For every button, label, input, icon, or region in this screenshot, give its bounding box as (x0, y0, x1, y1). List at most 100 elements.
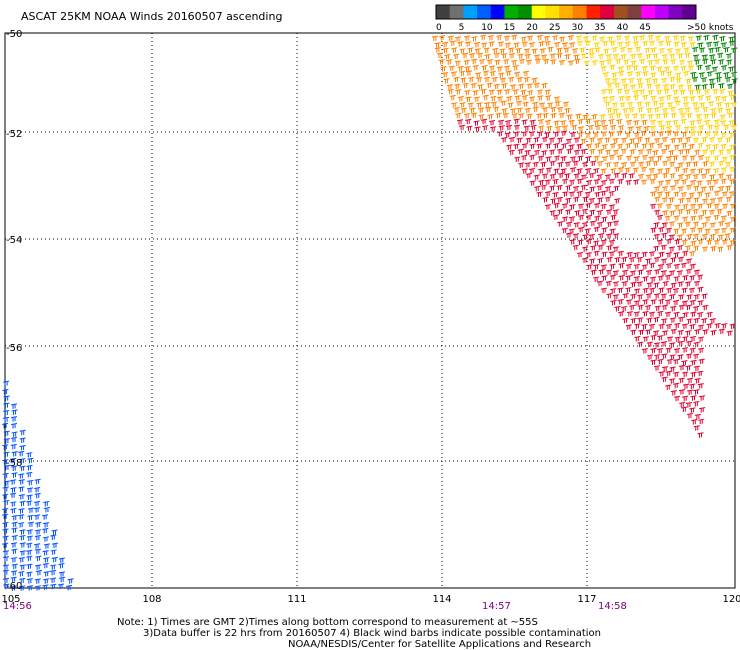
wind-barb (565, 197, 572, 204)
wind-barb (608, 239, 616, 246)
wind-barb (467, 47, 474, 53)
wind-barb (34, 478, 41, 485)
note-line-3: NOAA/NESDIS/Center for Satellite Applica… (288, 639, 591, 650)
wind-barb (653, 106, 660, 113)
legend-tick-label: 10 (481, 23, 493, 33)
wind-barb (2, 486, 9, 492)
wind-barb (648, 323, 656, 330)
wind-barb (489, 70, 496, 77)
wind-barb (713, 119, 720, 125)
wind-barb (673, 191, 680, 197)
wind-barb (694, 84, 701, 90)
wind-barb (552, 178, 559, 185)
wind-barb (18, 570, 25, 577)
wind-barb (534, 149, 541, 156)
wind-barb (713, 228, 721, 234)
wind-barb (511, 113, 519, 119)
wind-barb (599, 114, 606, 120)
wind-barb (677, 222, 684, 228)
wind-barb (709, 83, 716, 89)
wind-barb (553, 143, 560, 149)
wind-barb (2, 550, 10, 556)
wind-barb (687, 389, 694, 396)
wind-barb (564, 107, 571, 114)
wind-barb (693, 294, 700, 300)
legend-swatch (668, 5, 683, 19)
wind-barb (693, 305, 700, 312)
wind-barb (581, 208, 588, 215)
wind-barb (688, 65, 695, 71)
wind-barb (621, 256, 628, 263)
wind-barb (682, 395, 689, 402)
wind-barb (609, 204, 616, 210)
wind-barb (478, 107, 485, 113)
wind-barb (697, 142, 704, 149)
wind-barb (688, 287, 696, 294)
wind-barb (526, 83, 533, 89)
wind-barb (721, 191, 729, 197)
wind-barb (650, 347, 657, 354)
wind-barb (524, 162, 531, 168)
wind-barb (622, 317, 629, 324)
wind-barb (58, 562, 65, 569)
wind-barb (538, 179, 545, 186)
wind-barb (525, 172, 532, 179)
wind-barb (463, 35, 471, 41)
wind-barb (682, 102, 690, 108)
wind-barb (613, 172, 620, 179)
wind-barb (2, 513, 9, 520)
wind-barb (665, 40, 672, 47)
wind-barb (576, 40, 584, 47)
wind-barb (718, 220, 725, 227)
wind-barb (563, 47, 570, 53)
wind-barb (596, 209, 603, 216)
wind-barb (504, 88, 511, 95)
wind-barb (692, 208, 699, 215)
wind-barb (482, 70, 490, 77)
wind-barb (593, 168, 600, 174)
wind-barb (690, 71, 697, 78)
wind-barb (580, 184, 587, 191)
wind-barb (2, 569, 9, 576)
wind-barb (3, 583, 10, 590)
wind-barb (702, 58, 709, 65)
wind-barb (641, 154, 649, 161)
wind-barb (532, 161, 539, 168)
wind-barb (681, 142, 688, 149)
wind-barb (613, 233, 620, 239)
wind-barb (704, 156, 711, 162)
wind-barb (657, 120, 664, 126)
wind-barb (513, 131, 520, 137)
wind-barb (478, 114, 485, 120)
wind-barb (504, 42, 511, 48)
wind-barb (677, 84, 684, 90)
wind-barb (629, 138, 636, 144)
wind-barb (58, 557, 65, 563)
wind-barb (689, 250, 696, 257)
wind-barb (460, 107, 467, 114)
wind-barb (51, 529, 58, 535)
wind-barb (585, 156, 592, 162)
wind-barb (704, 216, 712, 222)
wind-barb (11, 472, 18, 478)
legend-swatch (477, 5, 492, 19)
wind-barb (645, 53, 652, 60)
wind-barb (612, 220, 620, 227)
wind-barb (26, 555, 33, 562)
wind-barb (690, 311, 697, 317)
wind-barb (557, 148, 564, 155)
wind-barb (540, 161, 547, 168)
legend-tick-label: 20 (526, 23, 538, 33)
wind-barb (632, 90, 640, 96)
wind-barb (702, 304, 709, 311)
wind-barb (606, 233, 613, 239)
wind-barb (488, 41, 495, 47)
wind-barb (589, 220, 596, 227)
wind-barb (682, 167, 689, 174)
wind-barb (615, 58, 622, 65)
wind-barb (658, 96, 665, 102)
wind-barb (612, 209, 619, 215)
wind-barb (649, 262, 656, 269)
wind-barb (482, 94, 489, 101)
